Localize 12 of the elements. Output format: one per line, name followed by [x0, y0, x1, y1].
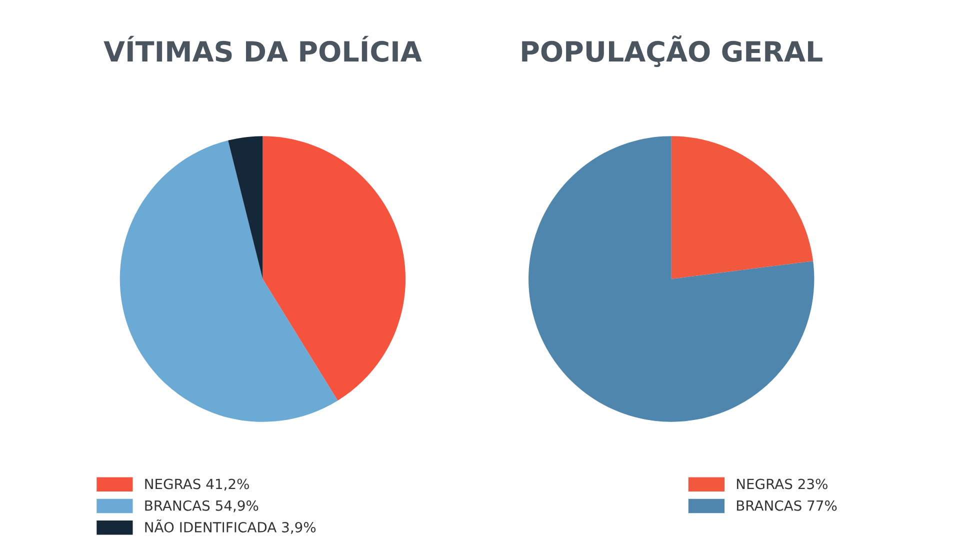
chart-title: POPULAÇÃO GERAL: [522, 36, 822, 67]
pie-slice: [228, 136, 263, 279]
pie-slice: [262, 136, 406, 401]
chart-title: VÍTIMAS DA POLÍCIA: [104, 36, 422, 62]
pie-slice: [528, 136, 814, 422]
legend-label: BRANCAS 54,9%: [145, 500, 258, 512]
pie-slice: [671, 136, 814, 279]
legend-label: NÃO IDENTIFICADA 3,9%: [145, 520, 316, 534]
pie-slice: [120, 140, 338, 422]
legend-label: NEGRAS 41,2%: [145, 478, 249, 491]
legend-label: NEGRAS 23%: [736, 478, 828, 490]
legend-label: BRANCAS 77%: [736, 500, 837, 511]
